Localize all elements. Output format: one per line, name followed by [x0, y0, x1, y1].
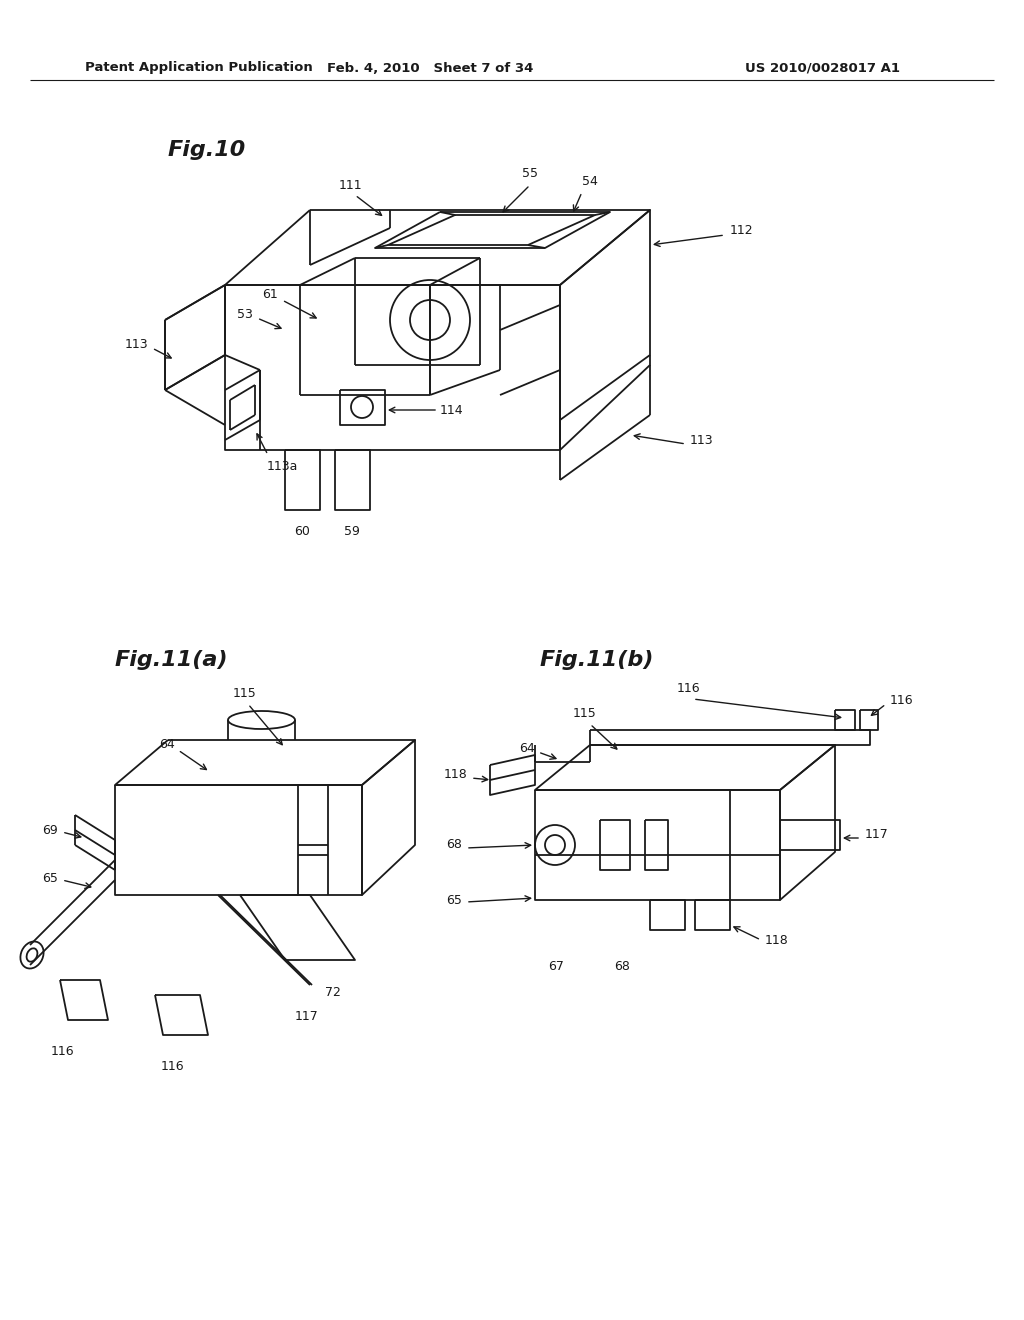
Text: 116: 116	[160, 1060, 184, 1073]
Text: 115: 115	[233, 686, 257, 700]
Text: Fig.11(a): Fig.11(a)	[115, 649, 228, 671]
Text: 113a: 113a	[267, 459, 298, 473]
Text: 54: 54	[582, 176, 598, 187]
Text: 116: 116	[676, 682, 699, 696]
Text: 112: 112	[730, 223, 754, 236]
Text: 61: 61	[262, 289, 278, 301]
Text: 113: 113	[690, 433, 714, 446]
Text: 118: 118	[765, 933, 788, 946]
Text: 69: 69	[42, 824, 58, 837]
Text: Fig.10: Fig.10	[168, 140, 246, 160]
Text: 67: 67	[548, 960, 564, 973]
Text: 72: 72	[325, 986, 341, 998]
Text: 68: 68	[614, 960, 630, 973]
Text: 111: 111	[338, 180, 361, 191]
Text: 55: 55	[522, 168, 538, 180]
Text: Feb. 4, 2010   Sheet 7 of 34: Feb. 4, 2010 Sheet 7 of 34	[327, 62, 534, 74]
Text: 65: 65	[446, 894, 462, 907]
Text: 116: 116	[890, 693, 913, 706]
Text: 53: 53	[238, 309, 253, 322]
Text: 113: 113	[124, 338, 148, 351]
Text: US 2010/0028017 A1: US 2010/0028017 A1	[745, 62, 900, 74]
Text: 60: 60	[294, 525, 310, 539]
Text: 115: 115	[573, 708, 597, 719]
Text: Patent Application Publication: Patent Application Publication	[85, 62, 312, 74]
Text: 68: 68	[446, 838, 462, 851]
Text: 59: 59	[344, 525, 360, 539]
Text: 118: 118	[443, 768, 467, 781]
Text: 65: 65	[42, 871, 58, 884]
Text: 116: 116	[50, 1045, 74, 1059]
Text: 64: 64	[160, 738, 175, 751]
Text: 64: 64	[519, 742, 535, 755]
Text: Fig.11(b): Fig.11(b)	[540, 649, 654, 671]
Text: 114: 114	[440, 404, 464, 417]
Text: 117: 117	[295, 1010, 318, 1023]
Text: 117: 117	[865, 829, 889, 842]
